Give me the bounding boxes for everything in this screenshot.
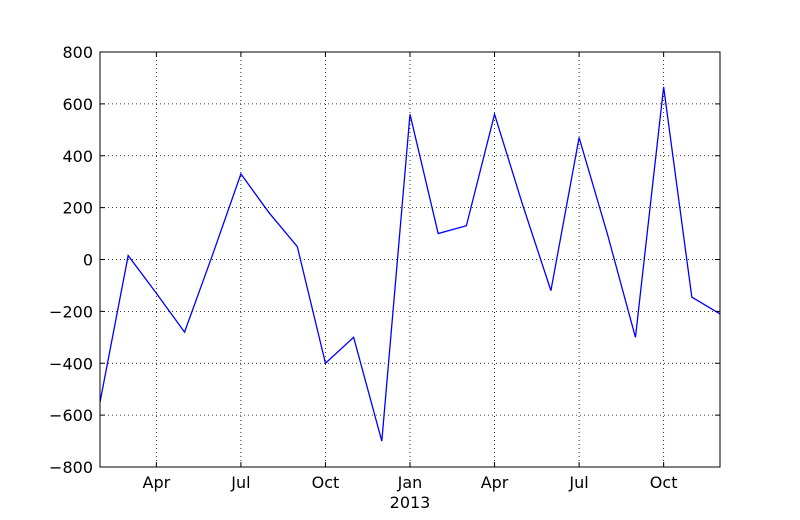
y-tick-label: 200	[62, 199, 93, 218]
y-tick-label: 800	[62, 43, 93, 62]
y-tick-label: −800	[49, 458, 93, 477]
y-tick-labels: −800 −600 −400 −200 0 200 400 600 800	[49, 43, 93, 477]
y-tick-label: 0	[83, 251, 93, 270]
y-tick-label: −600	[49, 406, 93, 425]
y-tick-label: −200	[49, 302, 93, 321]
x-tick-label: Apr	[481, 473, 509, 492]
x-tick-label: Jul	[230, 473, 250, 492]
x-year-label: 2013	[390, 493, 431, 512]
x-tick-labels: Apr Jul Oct Jan Apr Jul Oct	[143, 473, 678, 492]
axis-ticks	[100, 51, 720, 468]
x-tick-label: Jul	[568, 473, 588, 492]
series-lines	[99, 86, 721, 442]
x-tick-label: Jan	[397, 473, 423, 492]
x-tick-label: Oct	[312, 473, 340, 492]
grid-lines	[100, 52, 720, 467]
y-tick-label: −400	[49, 354, 93, 373]
x-tick-label: Apr	[143, 473, 171, 492]
y-tick-label: 400	[62, 147, 93, 166]
x-tick-label: Oct	[650, 473, 678, 492]
y-tick-label: 600	[62, 95, 93, 114]
